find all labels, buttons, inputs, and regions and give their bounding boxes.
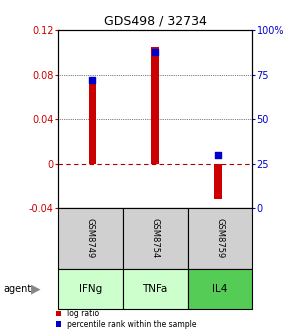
Text: GSM8754: GSM8754 bbox=[151, 218, 160, 259]
Bar bbox=[89, 80, 96, 164]
Text: IL4: IL4 bbox=[212, 284, 228, 294]
Bar bbox=[214, 164, 222, 200]
Text: TNFa: TNFa bbox=[142, 284, 168, 294]
Legend: log ratio, percentile rank within the sample: log ratio, percentile rank within the sa… bbox=[56, 309, 197, 329]
Text: GSM8749: GSM8749 bbox=[86, 218, 95, 259]
Bar bbox=[58, 269, 123, 309]
Point bbox=[153, 49, 157, 54]
Text: IFNg: IFNg bbox=[79, 284, 102, 294]
Bar bbox=[188, 269, 252, 309]
Point bbox=[90, 77, 95, 83]
Bar bbox=[123, 208, 188, 269]
Bar bbox=[188, 208, 252, 269]
Text: agent: agent bbox=[3, 284, 31, 294]
Title: GDS498 / 32734: GDS498 / 32734 bbox=[104, 15, 206, 28]
Text: GSM8759: GSM8759 bbox=[215, 218, 224, 259]
Bar bbox=[151, 47, 159, 164]
Bar bbox=[123, 269, 188, 309]
Bar bbox=[58, 208, 123, 269]
Point bbox=[215, 152, 220, 158]
Text: ▶: ▶ bbox=[31, 283, 41, 295]
